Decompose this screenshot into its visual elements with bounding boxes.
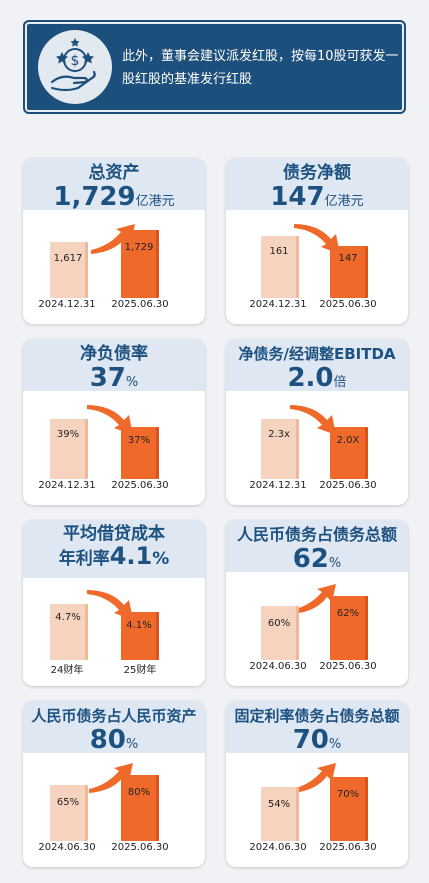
card-title: 人民币债务占债务总额 [236,525,397,544]
bar-current [121,612,159,660]
x-label-current: 2025.06.30 [319,842,377,853]
card-value: 年利率4.1% [58,542,170,570]
card-title: 净负债率 [80,344,148,364]
bar-current [121,230,159,298]
card-value: 70% [292,725,342,755]
x-label-previous: 2024.06.30 [249,661,307,672]
card-header [23,520,205,578]
bar-previous [261,606,299,660]
bar-current-label: 4.1% [126,620,152,631]
bar-current-label: 80% [127,787,151,798]
bar-previous [261,787,299,841]
card-value: 37% [89,363,139,393]
x-label-current: 2025.06.30 [319,661,377,672]
card-header [23,701,205,753]
card-value: 147亿港元 [270,182,364,212]
hand-coin-stars-icon: $ [38,30,112,104]
x-label-previous: 2024.12.31 [249,299,307,310]
bar-current-label: 62% [336,608,360,619]
card-title: 债务净额 [283,163,351,183]
x-label-current: 2025.06.30 [111,842,169,853]
card-value: 2.0倍 [287,363,347,393]
arrow-up-icon [292,763,336,793]
card-rmb-debt-to-rmb-assets: 人民币债务占人民币资产 80% 65% 80% 2024.06.30 2025.… [23,701,205,867]
card-header [226,339,408,391]
card-rmb-debt-share: 人民币债务占债务总额 62% 60% 62% 2024.06.30 2025.0… [226,520,408,686]
bar-previous-label: 65% [56,797,80,808]
x-label-previous: 24财年 [50,665,84,676]
bar-current [330,777,368,841]
bar-current [330,246,368,298]
banner-text: 此外，董事会建议派发红股，按每10股可获发一 股红股的基准发行红股 [122,45,402,91]
x-label-current: 2025.06.30 [111,299,169,310]
x-label-previous: 2024.06.30 [38,842,96,853]
bar-current-label: 1,729 [124,242,154,253]
bar-current-label: 70% [336,789,360,800]
bar-current-label: 147 [338,253,358,264]
card-title: 总资产 [88,163,140,183]
bar-previous [50,242,88,298]
card-value: 62% [292,544,342,574]
bar-previous-label: 1,617 [53,253,83,264]
bar-current [121,427,159,479]
bar-previous [50,785,88,841]
bar-previous-label: 161 [269,246,289,257]
card-value: 80% [89,725,139,755]
bar-previous-label: 54% [267,799,291,810]
card-net-debt-ebitda: 净债务/经调整EBITDA 2.0倍 2.3x 2.0X 2024.12.31 … [226,339,408,505]
card-value: 1,729亿港元 [53,182,175,212]
card-header [23,158,205,210]
bar-current [121,775,159,841]
bar-current [330,596,368,660]
dividend-banner: $ 此外，董事会建议派发红股，按每10股可获发一 股红股的基准发行红股 [23,20,406,114]
x-label-current: 2025.06.30 [111,480,169,491]
bar-current-label: 37% [127,435,151,446]
arrow-up-icon [89,763,133,793]
card-average-borrowing-cost: 平均借贷成本 年利率4.1% 4.7% 4.1% 24财年 25财年 [23,520,205,686]
arrow-up-icon [292,584,336,614]
bar-previous [50,419,88,479]
x-label-previous: 2024.12.31 [38,299,96,310]
x-label-previous: 2024.12.31 [38,480,96,491]
bar-previous-label: 2.3x [268,429,290,440]
bar-previous-label: 4.7% [55,612,81,623]
card-total-assets: 总资产 1,729亿港元 1,617 1,729 2024.12.31 2025… [23,158,205,324]
x-label-previous: 2024.12.31 [249,480,307,491]
x-label-current: 2025.06.30 [319,299,377,310]
x-label-current: 2025.06.30 [319,480,377,491]
card-title: 平均借贷成本 [63,524,165,544]
card-net-gearing: 净负债率 37% 39% 37% 2024.12.31 2025.06.30 [23,339,205,505]
card-header [226,158,408,210]
arrow-down-icon [290,405,336,435]
bar-previous [50,604,88,660]
card-title: 人民币债务占人民币资产 [31,707,197,725]
bar-previous [261,236,299,298]
banner-line-1: 此外，董事会建议派发红股，按每10股可获发一 [122,49,399,64]
x-label-previous: 2024.06.30 [249,842,307,853]
arrow-down-icon [294,224,340,254]
card-header [23,339,205,391]
bar-previous [261,419,299,479]
bar-previous-label: 39% [56,429,80,440]
bar-current-label: 2.0X [336,435,360,446]
card-header [226,701,408,753]
svg-text:$: $ [71,53,80,69]
banner-line-2: 股红股的基准发行红股 [122,72,253,87]
bar-current [330,427,368,479]
card-net-debt: 债务净额 147亿港元 161 147 2024.12.31 2025.06.3… [226,158,408,324]
card-title: 固定利率债务占债务总额 [234,707,400,725]
card-header [226,520,408,572]
x-label-current: 25财年 [123,665,157,676]
bar-previous-label: 60% [267,618,291,629]
card-title: 净债务/经调整EBITDA [238,345,396,363]
card-fixed-rate-debt-share: 固定利率债务占债务总额 70% 54% 70% 2024.06.30 2025.… [226,701,408,867]
